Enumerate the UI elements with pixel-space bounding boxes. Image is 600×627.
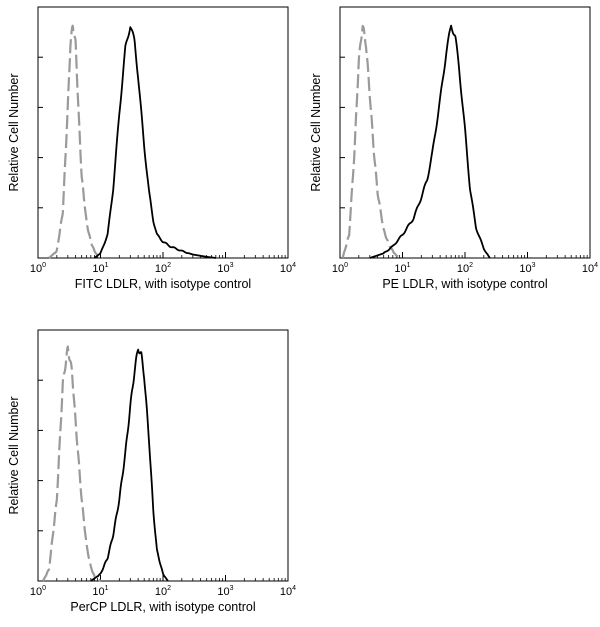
x-tick-label-exponent: 1 [105, 262, 109, 269]
x-tick-label-base: 10 [280, 263, 292, 275]
x-tick-label-exponent: 3 [230, 585, 234, 592]
ldlr-histogram [369, 24, 491, 259]
x-tick-label-base: 10 [217, 263, 229, 275]
x-tick-label: 101 [92, 262, 108, 275]
x-tick-label: 103 [519, 262, 535, 275]
ldlr-histogram [93, 26, 217, 259]
x-tick-label: 103 [217, 262, 233, 275]
x-tick-label-exponent: 2 [469, 262, 473, 269]
x-tick-label-exponent: 1 [105, 585, 109, 592]
x-tick-label-base: 10 [155, 586, 167, 598]
x-tick-label: 103 [217, 585, 233, 598]
x-axis-label: PE LDLR, with isotype control [382, 277, 547, 291]
x-tick-label: 100 [30, 262, 46, 275]
x-tick-label-base: 10 [92, 263, 104, 275]
x-tick-label-base: 10 [582, 263, 594, 275]
x-tick-label: 104 [280, 585, 296, 598]
x-tick-label-exponent: 4 [594, 262, 598, 269]
x-tick-label-base: 10 [457, 263, 469, 275]
isotype-control-histogram [41, 345, 102, 582]
x-tick-label-base: 10 [394, 263, 406, 275]
x-tick-label: 102 [155, 585, 171, 598]
x-tick-label-exponent: 4 [292, 585, 296, 592]
plot-frame [37, 329, 289, 582]
x-tick-label-exponent: 2 [167, 262, 171, 269]
isotype-control-histogram [48, 24, 104, 260]
x-tick-label-base: 10 [30, 263, 42, 275]
x-tick-label-base: 10 [217, 586, 229, 598]
x-tick-label-exponent: 3 [230, 262, 234, 269]
x-tick-label: 104 [280, 262, 296, 275]
x-tick-label-base: 10 [92, 586, 104, 598]
x-tick-label-exponent: 0 [42, 585, 46, 592]
x-tick-label-base: 10 [280, 586, 292, 598]
y-axis-label: Relative Cell Number [7, 73, 21, 191]
x-tick-label: 100 [332, 262, 348, 275]
y-axis-label: Relative Cell Number [309, 73, 323, 191]
x-tick-label-exponent: 0 [42, 262, 46, 269]
x-tick-label-base: 10 [519, 263, 531, 275]
x-tick-label: 102 [155, 262, 171, 275]
x-tick-label-base: 10 [332, 263, 344, 275]
y-axis-label: Relative Cell Number [7, 396, 21, 514]
ldlr-histogram [90, 348, 169, 582]
x-axis-label: FITC LDLR, with isotype control [75, 277, 251, 291]
x-tick-label-exponent: 0 [344, 262, 348, 269]
x-tick-label: 102 [457, 262, 473, 275]
x-tick-label: 101 [92, 585, 108, 598]
x-tick-label-base: 10 [155, 263, 167, 275]
x-tick-label-exponent: 2 [167, 585, 171, 592]
isotype-control-histogram [341, 24, 404, 260]
x-tick-label: 101 [394, 262, 410, 275]
x-tick-label-exponent: 1 [407, 262, 411, 269]
x-tick-label: 100 [30, 585, 46, 598]
x-tick-label: 104 [582, 262, 598, 275]
x-tick-label-exponent: 4 [292, 262, 296, 269]
x-tick-label-exponent: 3 [532, 262, 536, 269]
x-tick-label-base: 10 [30, 586, 42, 598]
x-axis-label: PerCP LDLR, with isotype control [70, 600, 255, 614]
